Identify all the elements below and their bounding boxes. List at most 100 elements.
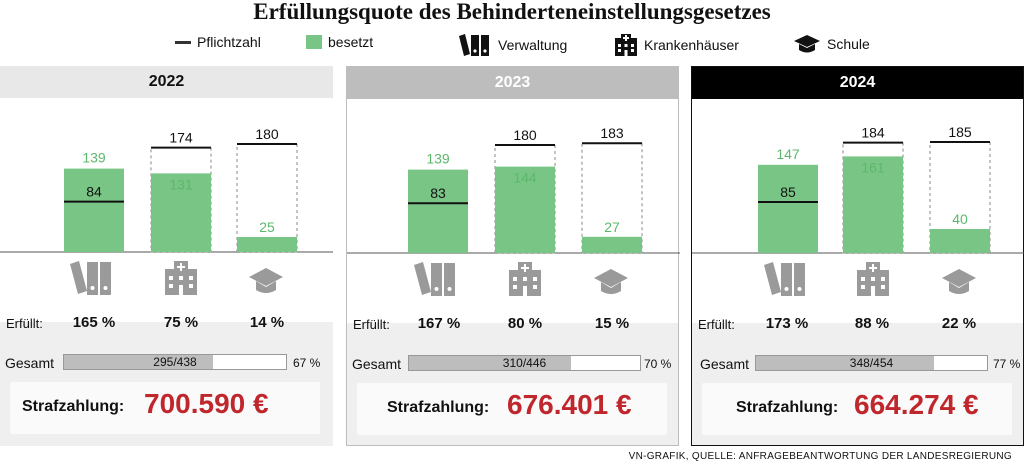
strafzahlung-label: Strafzahlung: [736, 399, 839, 416]
hospital-icon-part [523, 286, 527, 296]
hospital-icon-part [869, 267, 877, 269]
erfuellt-krankenhaeuser: 75 % [163, 314, 199, 331]
graduation-cap-icon-part [256, 281, 276, 293]
pflichtzahl-label: 85 [780, 184, 796, 200]
strafzahlung-box: Strafzahlung: 664.274 € [702, 383, 1012, 435]
hospital-icon-part [881, 277, 885, 281]
graduation-cap-icon-part [942, 269, 976, 287]
chart-area: 85 147 184 161 185 40 [692, 99, 1024, 323]
gesamt-progress-text: 310/446 [502, 356, 547, 370]
pflichtzahl-label: 83 [430, 185, 446, 201]
gesamt-progress-bar: 310/446 [408, 355, 641, 371]
besetzt-bar [582, 236, 642, 253]
pflichtzahl-label: 180 [513, 127, 537, 143]
legend-label-krankenhaeuser: Krankenhäuser [644, 37, 739, 53]
besetzt-label: 147 [776, 146, 800, 162]
erfuellt-schule: 14 % [249, 314, 285, 331]
graduation-cap-icon-part [249, 268, 283, 286]
gesamt-progress-text: 295/438 [153, 355, 197, 369]
hospital-icon [615, 34, 637, 56]
besetzt-bar [495, 166, 555, 253]
folder-icon-part [764, 262, 781, 295]
category-icons [70, 261, 283, 295]
pflicht-outline [581, 142, 643, 254]
hospital-icon-part [177, 266, 185, 268]
category-icons [414, 262, 628, 296]
erfuellt-verwaltung: 173 % [765, 315, 809, 332]
panel-year-header: 2023 [347, 67, 678, 99]
legend-label-pflichtzahl: Pflichtzahl [197, 34, 261, 50]
legend-item-schule: Schule [793, 34, 870, 54]
folder-icon-part [70, 261, 87, 294]
pflichtzahl-label: 180 [255, 126, 279, 142]
legend-item-verwaltung: Verwaltung [458, 34, 567, 56]
erfuellt-verwaltung: 167 % [417, 315, 461, 332]
folder-icon-part [103, 286, 108, 290]
hospital-icon-part [179, 276, 183, 280]
legend-item-besetzt: besetzt [306, 34, 373, 50]
graduation-cap-icon-part [594, 269, 628, 287]
erfuellt-label: Erfüllt: [353, 317, 390, 332]
strafzahlung-value: 676.401 € [507, 389, 632, 420]
besetzt-label: 144 [513, 170, 537, 186]
chart-title: Erfüllungsquote des Behinderteneinstellu… [253, 0, 771, 24]
erfuellt-schule: 15 % [594, 315, 630, 332]
gesamt-progress-bar: 348/454 [755, 355, 988, 371]
legend-label-besetzt: besetzt [328, 34, 374, 50]
legend-line-swatch [175, 40, 191, 44]
graduation-cap-icon-part [949, 282, 969, 294]
folder-icon-part [100, 262, 111, 295]
hospital-icon-part [513, 285, 517, 289]
folder-icon-part [414, 262, 431, 295]
folder-icon-part [797, 287, 802, 291]
besetzt-label: 139 [82, 150, 106, 166]
strafzahlung-value: 664.274 € [854, 389, 979, 420]
legend-item-krankenhaeuser: Krankenhäuser [614, 34, 739, 56]
hospital-icon-part [871, 286, 875, 296]
strafzahlung-box: Strafzahlung: 700.590 € [10, 382, 320, 434]
hospital-icon-part [533, 285, 537, 289]
besetzt-bar [930, 229, 990, 253]
hospital-icon-part [169, 284, 173, 288]
gesamt-progress-fill [64, 355, 213, 369]
besetzt-label: 131 [169, 176, 193, 192]
besetzt-label: 40 [952, 211, 968, 227]
gesamt-progress-fill [409, 356, 571, 370]
erfuellt-krankenhaeuser: 88 % [854, 315, 890, 332]
pflicht-outline [236, 143, 298, 253]
legend-item-pflichtzahl: Pflichtzahl [175, 34, 261, 50]
besetzt-bar [151, 173, 211, 252]
besetzt-label: 161 [861, 159, 885, 175]
gesamt-progress-bar: 295/438 [63, 354, 287, 370]
hospital-icon-part [189, 284, 193, 288]
hospital-icon-part [871, 277, 875, 281]
folder-icon-part [781, 263, 792, 296]
legend-green-swatch [306, 35, 322, 49]
hospital-icon-part [861, 277, 865, 281]
panel-year-header: 2024 [692, 67, 1023, 99]
hospital-icon-part [169, 276, 173, 280]
folder-icon-part [434, 287, 439, 291]
legend-label-schule: Schule [827, 36, 870, 52]
besetzt-bar [408, 169, 468, 253]
folder-icon-part [794, 263, 805, 296]
panel-2024: 2024 85 147 184 161 185 40 Erfüllt: 173 % 88 … [691, 66, 1024, 446]
hospital-icon-part [521, 267, 529, 269]
graduation-cap-icon-part [601, 282, 621, 294]
strafzahlung-value: 700.590 € [144, 388, 269, 419]
hospital-icon-part [861, 285, 865, 289]
besetzt-label: 25 [259, 219, 275, 235]
folder-icon [459, 34, 489, 56]
hospital-icon-part [881, 285, 885, 289]
erfuellt-verwaltung: 165 % [72, 314, 116, 331]
folder-icon-part [444, 263, 455, 296]
gesamt-percent: 70 % [644, 357, 672, 371]
gesamt-label: Gesamt [352, 356, 402, 372]
gesamt-percent: 67 % [293, 356, 321, 370]
strafzahlung-label: Strafzahlung: [387, 399, 490, 416]
pflichtzahl-label: 84 [86, 184, 102, 200]
besetzt-bar [843, 156, 903, 253]
bar-chart-2024: 85 147 184 161 185 40 [692, 124, 1024, 296]
hospital-icon-part [179, 285, 183, 295]
panel-2022: 2022 84 139 174 131 180 25 Erfüllt: 165 % 75 … [0, 66, 333, 446]
